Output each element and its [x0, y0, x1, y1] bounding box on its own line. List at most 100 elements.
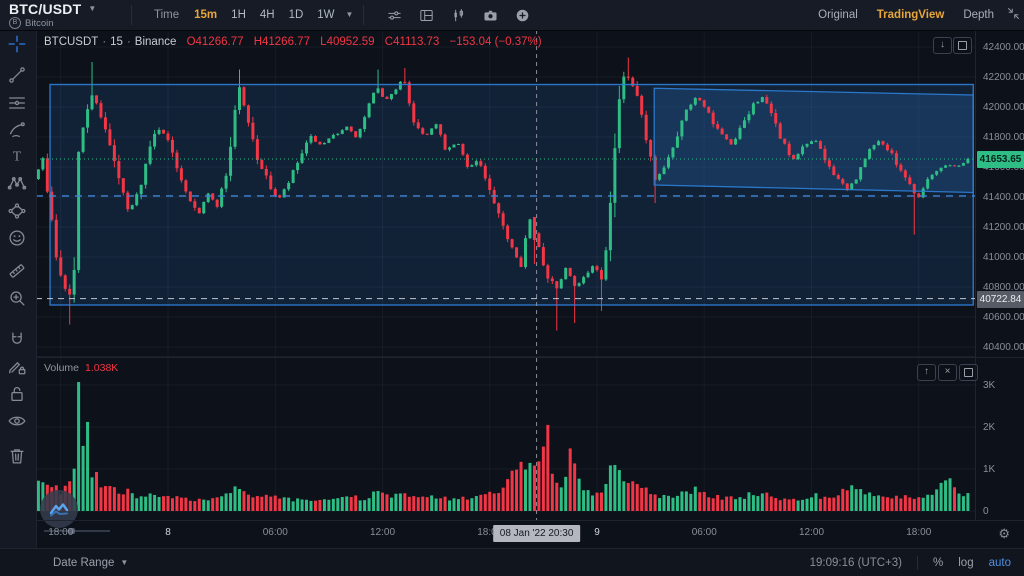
time-tick-label: 9: [594, 527, 600, 538]
legend-symbol[interactable]: BTCUSDT: [44, 36, 99, 48]
interval-1w-button[interactable]: 1W: [317, 9, 335, 21]
crosshair-time-badge: 08 Jan '22 20:30: [492, 525, 581, 542]
legend-close: 41113.73: [393, 36, 440, 48]
move-pane-up-button[interactable]: ↑: [917, 364, 936, 381]
price-tick-label: 41800.00: [983, 132, 1024, 143]
legend-high: 41266.77: [262, 36, 310, 48]
log-scale-button[interactable]: log: [958, 557, 974, 569]
interval-1d-button[interactable]: 1D: [288, 9, 304, 21]
svg-text:T: T: [13, 149, 22, 164]
time-tick-label: 06:00: [262, 527, 288, 538]
current-price-badge: 41653.65: [977, 150, 1024, 168]
interval-1h-button[interactable]: 1H: [231, 9, 246, 21]
tool-magnet-icon[interactable]: [6, 329, 30, 353]
top-toolbar: BTC/USDT ▼ B Bitcoin Time 15m 1H 4H 1D 1W ▼ …: [0, 0, 1024, 31]
price-tick-label: 40800.00: [983, 282, 1024, 293]
gear-icon[interactable]: ⚙: [998, 526, 1010, 541]
legend-open: 41266.77: [195, 36, 244, 48]
bottom-toolbar: Date Range ▼ 19:09:16 (UTC+3) % log auto: [0, 548, 1024, 576]
ohlc-legend: BTCUSDT · 15 · Binance O41266.77 H41266.77 L…: [44, 36, 542, 48]
price-tick-label: 41000.00: [983, 252, 1024, 263]
date-range-button[interactable]: Date Range ▼: [53, 557, 129, 569]
legend-change: −153.04 (−0.37%): [449, 36, 542, 48]
tool-fib-retracement-icon[interactable]: [6, 92, 30, 116]
tool-trend-line-icon[interactable]: [6, 64, 30, 88]
tool-ruler-icon[interactable]: [6, 260, 30, 284]
symbol-description: Bitcoin: [25, 17, 54, 29]
volume-tick-label: 0: [983, 506, 989, 517]
chart-style-icon[interactable]: [445, 4, 471, 26]
chevron-down-icon: ▼: [120, 558, 129, 567]
legend-exchange: Binance: [134, 36, 177, 48]
price-tick-label: 42400.00: [983, 42, 1024, 53]
tool-lock-all-icon[interactable]: [6, 383, 30, 407]
tool-text-icon[interactable]: T: [6, 145, 30, 169]
add-plus-icon[interactable]: [509, 4, 535, 26]
tool-emoji-icon[interactable]: [6, 227, 30, 251]
scrollbar-handle[interactable]: [68, 528, 75, 534]
legend-interval: 15: [110, 36, 123, 48]
tool-remove-all-icon[interactable]: [6, 445, 30, 469]
time-label: Time: [154, 9, 180, 21]
scrollbar-track[interactable]: [44, 530, 110, 532]
percent-scale-button[interactable]: %: [933, 557, 944, 569]
clock[interactable]: 19:09:16 (UTC+3): [809, 557, 903, 569]
time-tick-label: 06:00: [691, 527, 717, 538]
tool-prediction-icon[interactable]: [6, 200, 30, 224]
time-tick-label: 18:00: [906, 527, 932, 538]
tool-zoom-in-icon[interactable]: [6, 287, 30, 311]
symbol-selector[interactable]: BTC/USDT ▼ B Bitcoin: [0, 1, 131, 29]
auto-scale-button[interactable]: auto: [988, 557, 1011, 569]
time-tick-label: 12:00: [369, 527, 396, 538]
time-tick-label: 8: [165, 527, 171, 538]
time-tick-label: 18:00: [477, 527, 503, 538]
legend-low: 40952.59: [326, 36, 375, 48]
chevron-down-icon: ▼: [88, 3, 97, 13]
close-pane-button[interactable]: ×: [938, 364, 957, 381]
volume-value: 1.038K: [85, 362, 119, 374]
pane-separator[interactable]: [36, 357, 1024, 359]
time-tick-label: 12:00: [798, 527, 825, 538]
price-tick-label: 41400.00: [983, 192, 1024, 203]
maximize-pane-button[interactable]: [953, 37, 972, 54]
time-tick-label: 18:00: [48, 527, 74, 538]
bitcoin-icon: B: [9, 17, 21, 29]
price-tick-label: 41200.00: [983, 222, 1024, 233]
collapse-icon[interactable]: [1006, 6, 1024, 24]
tool-xabcd-pattern-icon[interactable]: [6, 172, 30, 196]
volume-tick-label: 2K: [983, 422, 996, 433]
tab-tradingview[interactable]: TradingView: [876, 9, 945, 21]
interval-dropdown-icon[interactable]: ▼: [345, 10, 354, 19]
tool-brush-icon[interactable]: [6, 119, 30, 143]
indicator-sliders-icon[interactable]: [381, 4, 407, 26]
price-tick-label: 42200.00: [983, 72, 1024, 83]
divider: [363, 5, 365, 25]
price-tick-label: 40600.00: [983, 312, 1024, 323]
layout-panels-icon[interactable]: [413, 4, 439, 26]
maximize-volume-pane-button[interactable]: [959, 364, 978, 381]
alert-price-badge: 40722.84: [977, 290, 1024, 308]
price-axis[interactable]: 41653.65 40722.84 42400.00 42200.00 42000.…: [975, 30, 1024, 520]
interval-buttons: 15m 1H 4H 1D 1W: [187, 9, 341, 21]
tab-original[interactable]: Original: [818, 9, 858, 21]
drawing-toolbar: T: [0, 30, 37, 548]
volume-legend: Volume 1.038K: [44, 362, 118, 374]
move-pane-down-button[interactable]: ↓: [933, 37, 952, 54]
topbar-icon-group: [378, 4, 538, 26]
watermark-logo-icon: [40, 490, 78, 528]
tool-drawing-lock-icon[interactable]: [6, 356, 30, 380]
time-axis[interactable]: 08 Jan '22 20:30 ⚙ 18:00 8 06:00 12:00 18:00…: [36, 520, 1024, 549]
interval-4h-button[interactable]: 4H: [259, 9, 275, 21]
tab-depth[interactable]: Depth: [963, 9, 994, 21]
symbol-name: BTC/USDT: [9, 0, 82, 17]
tool-hide-all-icon[interactable]: [6, 410, 30, 434]
volume-tick-label: 3K: [983, 380, 996, 391]
volume-label[interactable]: Volume: [44, 362, 80, 374]
price-tick-label: 40400.00: [983, 342, 1024, 353]
price-tick-label: 42000.00: [983, 102, 1024, 113]
divider: [917, 556, 919, 570]
tool-crosshair-icon[interactable]: [6, 33, 30, 57]
camera-snapshot-icon[interactable]: [477, 4, 503, 26]
chart-canvas[interactable]: [36, 30, 975, 520]
interval-15m-button[interactable]: 15m: [194, 9, 218, 21]
